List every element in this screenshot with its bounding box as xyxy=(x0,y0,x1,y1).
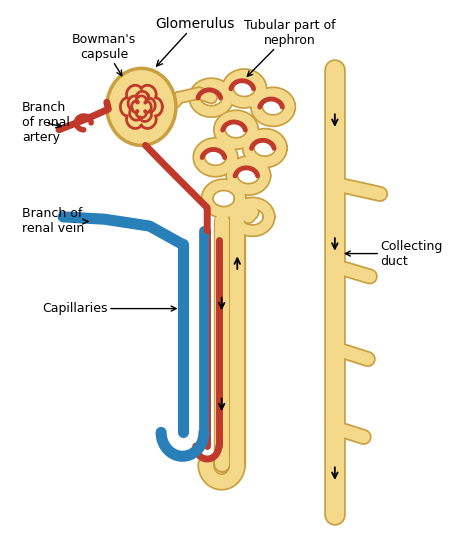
Text: Glomerulus: Glomerulus xyxy=(155,17,234,66)
Text: Branch of
renal vein: Branch of renal vein xyxy=(22,207,88,236)
Text: Tubular part of
nephron: Tubular part of nephron xyxy=(244,19,335,76)
Circle shape xyxy=(108,69,175,144)
Text: Branch
of renal
artery: Branch of renal artery xyxy=(22,101,70,144)
Text: Capillaries: Capillaries xyxy=(43,302,176,315)
Text: Bowman's
capsule: Bowman's capsule xyxy=(72,33,136,76)
Text: Collecting
duct: Collecting duct xyxy=(345,239,443,268)
